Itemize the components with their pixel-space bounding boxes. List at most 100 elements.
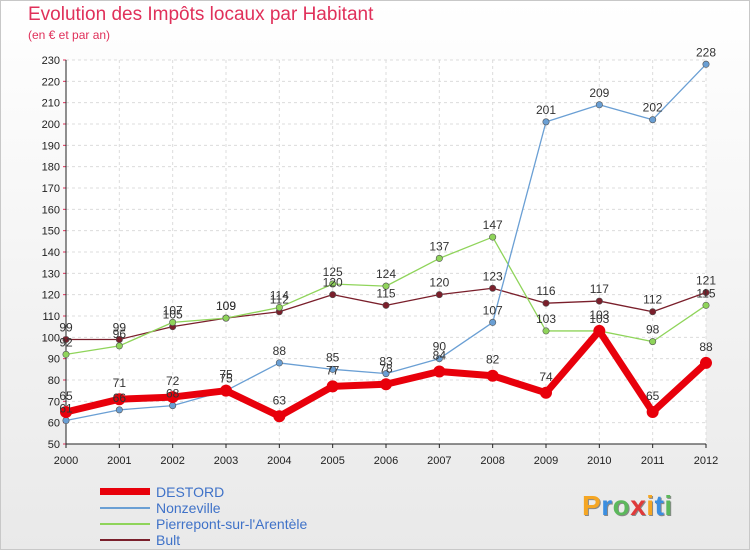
y-tick-label: 160 <box>42 204 60 216</box>
data-label: 61 <box>59 402 73 416</box>
legend-swatch <box>100 488 150 495</box>
data-label: 120 <box>429 276 449 290</box>
data-label: 228 <box>696 45 716 59</box>
data-label: 117 <box>590 282 609 296</box>
data-label: 85 <box>326 350 340 364</box>
data-point <box>433 365 446 378</box>
data-label: 99 <box>113 320 127 334</box>
y-tick-label: 110 <box>42 311 60 323</box>
x-tick-label: 2006 <box>374 455 398 467</box>
data-label: 103 <box>536 312 556 326</box>
data-point <box>326 380 339 393</box>
data-label: 112 <box>643 293 662 307</box>
data-label: 90 <box>433 340 447 354</box>
data-point <box>115 342 123 350</box>
data-label: 68 <box>166 387 180 401</box>
data-point <box>649 116 657 124</box>
data-point <box>702 289 710 297</box>
y-tick-label: 50 <box>48 439 60 451</box>
data-label: 209 <box>589 86 609 100</box>
y-tick-label: 80 <box>48 375 60 387</box>
logo-letter: x <box>630 490 647 521</box>
data-point <box>329 291 337 299</box>
data-label: 115 <box>696 286 715 300</box>
logo-letter: i <box>664 490 673 521</box>
x-tick-label: 2007 <box>427 455 451 467</box>
data-label: 92 <box>59 335 73 349</box>
x-tick-label: 2009 <box>534 455 558 467</box>
data-label: 75 <box>219 372 233 386</box>
data-point <box>62 335 70 343</box>
data-point <box>700 356 712 369</box>
data-point <box>595 297 603 305</box>
data-point <box>220 384 232 397</box>
data-label: 88 <box>699 340 713 354</box>
data-label: 77 <box>326 363 340 377</box>
y-tick-label: 90 <box>48 354 60 366</box>
data-label: 114 <box>270 288 289 302</box>
data-point <box>646 406 659 418</box>
data-point <box>542 299 550 307</box>
logo-letter: o <box>612 490 631 521</box>
legend-label: DESTORD <box>156 484 225 500</box>
data-label: 74 <box>539 370 553 384</box>
chart-title: Evolution des Impôts locaux par Habitant <box>28 4 374 25</box>
data-point <box>382 282 390 290</box>
data-point <box>166 391 179 404</box>
x-tick-label: 2008 <box>480 455 504 467</box>
data-point <box>382 301 390 309</box>
data-point <box>649 338 657 346</box>
data-label: 105 <box>163 308 183 322</box>
chart-subtitle: (en € et par an) <box>28 28 111 42</box>
y-tick-label: 200 <box>42 119 60 131</box>
data-point <box>275 303 283 311</box>
data-point <box>702 301 710 309</box>
y-tick-label: 130 <box>42 268 60 280</box>
data-label: 103 <box>589 312 609 326</box>
data-label: 109 <box>216 299 236 313</box>
legend-swatch <box>100 523 150 525</box>
x-tick-label: 2012 <box>694 455 718 467</box>
x-tick-label: 2003 <box>214 455 238 467</box>
y-tick-label: 150 <box>42 226 60 238</box>
data-point <box>489 318 497 326</box>
data-point <box>435 291 443 299</box>
y-tick-label: 210 <box>42 98 60 110</box>
data-point <box>489 284 497 292</box>
legend-swatch <box>100 539 150 541</box>
data-label: 120 <box>323 276 343 290</box>
data-label: 137 <box>429 239 449 253</box>
data-label: 107 <box>163 303 183 317</box>
logo-letter: i <box>646 490 655 521</box>
data-point <box>435 254 443 262</box>
data-point <box>649 308 657 316</box>
data-label: 98 <box>646 323 660 337</box>
data-point <box>540 386 552 399</box>
data-point <box>702 60 710 68</box>
data-point <box>329 280 337 288</box>
y-tick-label: 230 <box>42 55 60 67</box>
data-label: 107 <box>483 303 503 317</box>
data-point <box>273 410 286 423</box>
data-point <box>62 350 70 358</box>
x-tick-label: 2005 <box>320 455 344 467</box>
y-tick-label: 190 <box>42 140 60 152</box>
data-point <box>113 393 126 406</box>
y-tick-label: 60 <box>48 418 60 430</box>
data-point <box>435 355 443 363</box>
data-label: 65 <box>59 389 73 403</box>
data-label: 121 <box>696 274 716 288</box>
logo-letter: r <box>601 490 613 521</box>
data-point <box>169 402 177 410</box>
data-point <box>62 417 70 425</box>
data-point <box>542 118 550 126</box>
logo-letter: P <box>582 490 602 521</box>
data-label: 112 <box>270 293 289 307</box>
legend-label: Pierrepont-sur-l'Arentèle <box>156 516 308 532</box>
data-label: 99 <box>59 320 73 334</box>
x-tick-label: 2010 <box>587 455 611 467</box>
legend-label: Bult <box>156 532 181 548</box>
data-label: 123 <box>483 269 503 283</box>
y-tick-label: 180 <box>42 162 60 174</box>
